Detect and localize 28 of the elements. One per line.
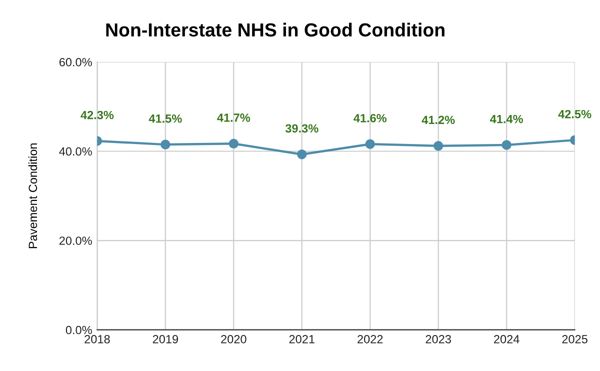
y-tick-label: 60.0% bbox=[59, 58, 92, 66]
data-label: 41.2% bbox=[422, 116, 455, 124]
x-tick-label: 2018 bbox=[84, 334, 110, 344]
data-label: 42.3% bbox=[80, 110, 114, 120]
data-label: 39.3% bbox=[285, 124, 318, 133]
point bbox=[433, 141, 444, 151]
point bbox=[160, 140, 170, 150]
data-label: 42.5% bbox=[558, 110, 592, 118]
x-tick-label: 2025 bbox=[562, 334, 588, 344]
x-tick-label: 2022 bbox=[358, 334, 383, 344]
y-tick-label: 0.0% bbox=[66, 326, 92, 334]
data-label: 41.6% bbox=[354, 114, 387, 122]
x-tick-label: 2024 bbox=[494, 334, 520, 344]
y-tick-label: 40.0% bbox=[59, 147, 92, 156]
chart-title: Non-Interstate NHS in Good Condition bbox=[106, 22, 444, 37]
data-label: 41.7% bbox=[217, 114, 250, 122]
x-tick-label: 2023 bbox=[426, 334, 451, 344]
y-axis-title: Pavement Condition bbox=[28, 143, 38, 248]
point bbox=[228, 138, 239, 149]
data-label: 41.5% bbox=[148, 114, 182, 123]
point bbox=[365, 139, 375, 149]
data-label: 41.4% bbox=[490, 114, 523, 124]
x-tick-label: 2019 bbox=[152, 334, 178, 344]
point bbox=[297, 150, 307, 160]
x-tick-label: 2020 bbox=[221, 334, 246, 344]
x-tick-label: 2021 bbox=[289, 334, 314, 344]
y-tick-label: 20.0% bbox=[59, 236, 92, 245]
point bbox=[502, 140, 512, 150]
